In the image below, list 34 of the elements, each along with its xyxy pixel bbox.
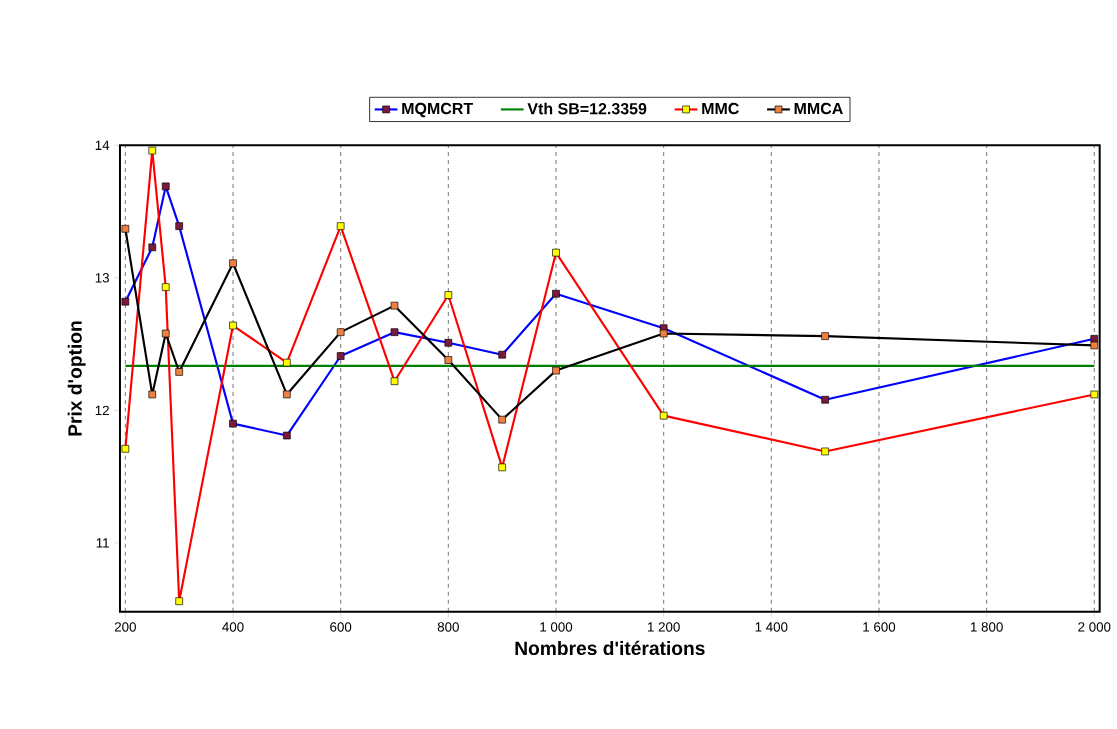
x-tick-label: 1 600 (863, 622, 896, 632)
point (283, 390, 291, 399)
x-tick-label: 1 400 (755, 622, 788, 632)
point (175, 368, 183, 376)
x-tick-label: 1 200 (648, 622, 680, 632)
point (552, 366, 560, 375)
x-tick-label: 800 (437, 622, 459, 632)
x-tick-label: 2 000 (1078, 622, 1111, 632)
point (444, 356, 453, 364)
legend-label: MMCA (794, 102, 843, 115)
point (1090, 341, 1099, 350)
x-tick-label: 600 (330, 622, 352, 632)
x-tick-label: 200 (114, 622, 136, 632)
point (498, 415, 506, 424)
point (121, 224, 130, 233)
x-tick-label: 1 000 (540, 622, 573, 632)
point (659, 329, 668, 338)
y-tick-label: 13 (95, 273, 109, 283)
y-tick-label: 14 (95, 140, 110, 150)
x-tick-label: 400 (222, 622, 244, 632)
x-axis-title: Nombres d'itérations (515, 640, 705, 656)
legend-label: Vth SB=12.3359 (527, 102, 647, 115)
x-tick-label: 1 800 (970, 622, 1003, 632)
y-axis-title: Prix d'option (67, 321, 86, 436)
y-tick-label: 12 (95, 405, 109, 415)
point (161, 329, 170, 338)
point (148, 390, 157, 399)
y-tick-label: 11 (96, 538, 109, 548)
point (336, 328, 345, 336)
point (229, 259, 237, 268)
point (821, 332, 829, 340)
point (390, 301, 399, 310)
legend-label: MQMCRT (402, 102, 473, 118)
legend-label: MMC (702, 102, 739, 115)
